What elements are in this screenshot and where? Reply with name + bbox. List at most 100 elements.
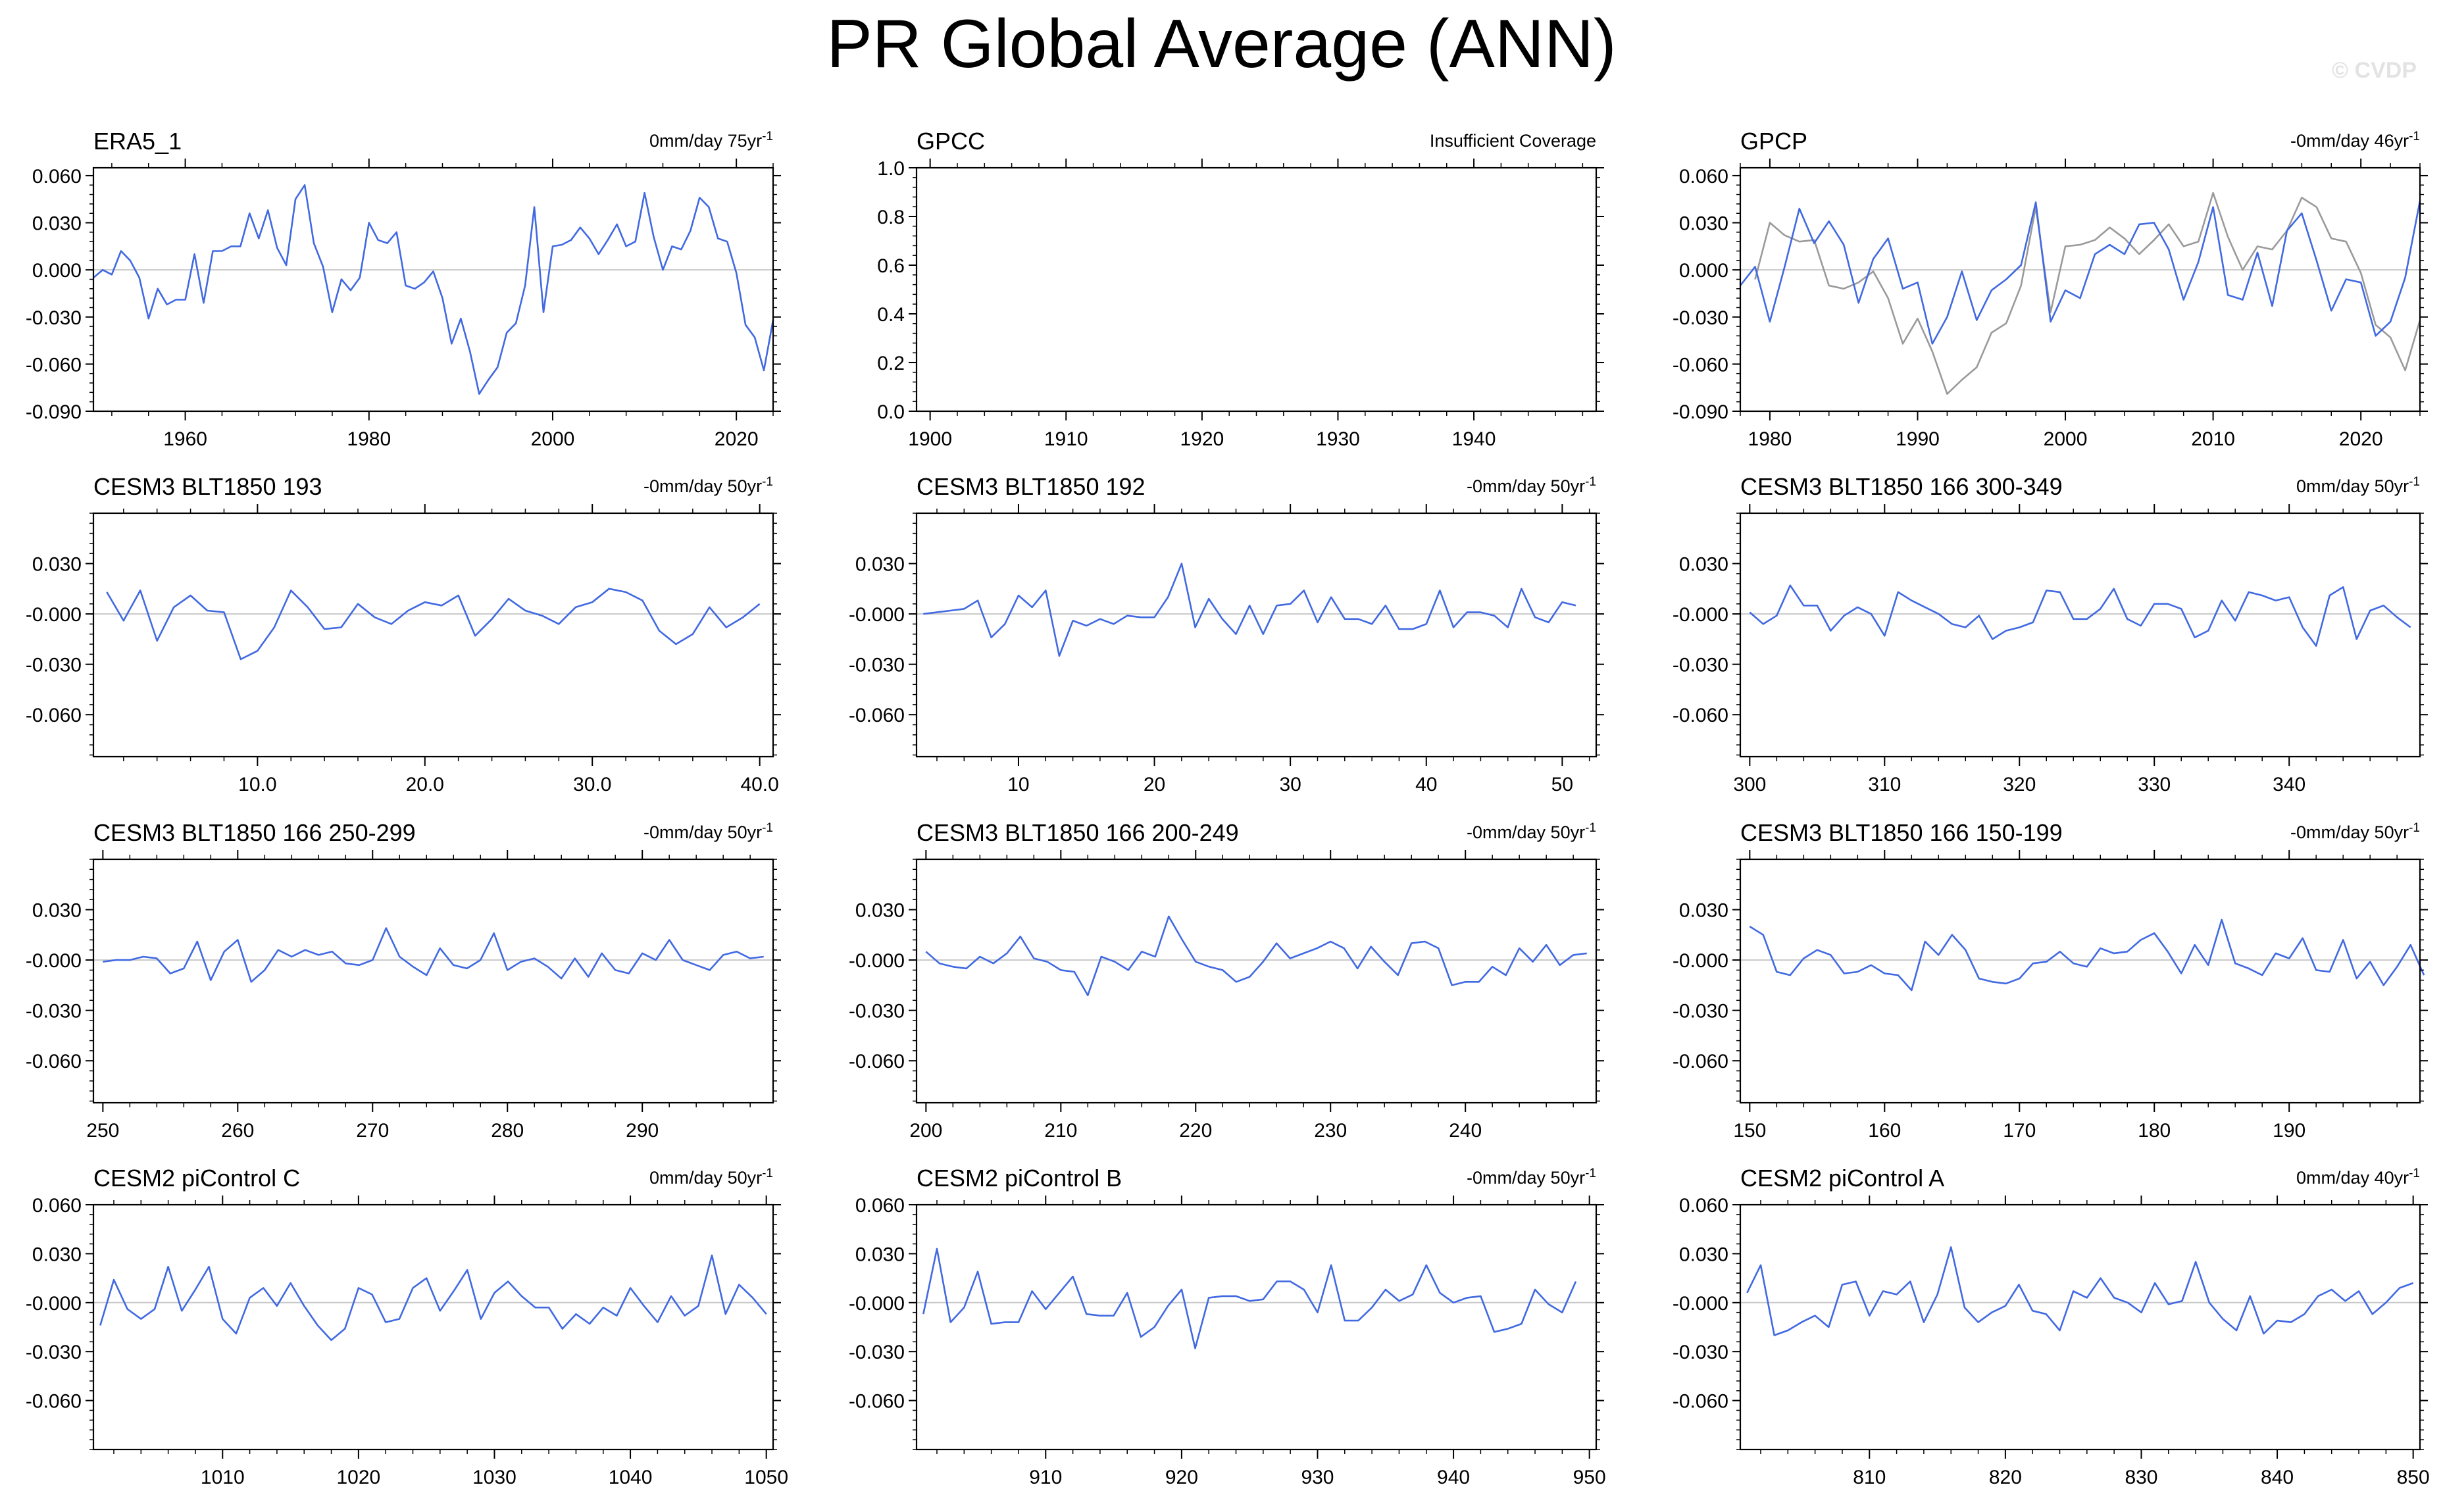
x-tick-label: 820	[1989, 1467, 2022, 1488]
y-tick-label: 0.030	[855, 554, 905, 576]
trend-exponent: -1	[2409, 821, 2420, 835]
x-tick-label: 1050	[744, 1467, 788, 1488]
plot-frame	[915, 166, 1598, 413]
panel-title: GPCC	[917, 128, 985, 155]
y-tick-label: 0.8	[877, 207, 905, 228]
y-tick-label: 0.060	[1679, 166, 1728, 188]
series-line-1	[93, 184, 774, 395]
trend-label: -0mm/day 50yr-1	[1467, 475, 1596, 496]
panel-title: CESM2 piControl B	[917, 1165, 1122, 1192]
panel-5: CESM3 BLT1850 192 -0mm/day 50yr-1 -0.060 -0…	[849, 473, 1604, 795]
y-tick-label: -0.000	[1673, 604, 1728, 626]
plot-frame	[92, 512, 774, 758]
series-line-1	[922, 1247, 1577, 1349]
y-tick-label: 0.030	[1679, 554, 1728, 576]
y-tick-label: 0.030	[32, 554, 82, 576]
x-tick-label: 1910	[1044, 428, 1088, 450]
x-tick-label: 150	[1733, 1120, 1766, 1142]
series-line-1	[1746, 1246, 2414, 1336]
y-tick-label: -0.000	[849, 950, 905, 972]
x-tick-label: 160	[1868, 1120, 1901, 1142]
series-line-1	[103, 927, 764, 983]
panel-title: GPCP	[1740, 128, 1807, 155]
trend-exponent: -1	[762, 475, 773, 489]
panel-title: CESM3 BLT1850 193	[93, 473, 322, 500]
x-tick-label: 910	[1029, 1467, 1062, 1488]
panel-title: CESM2 piControl A	[1740, 1165, 1944, 1192]
y-tick-label: -0.000	[849, 1293, 905, 1315]
trend-label: -0mm/day 50yr-1	[1467, 1167, 1596, 1188]
trend-label: 0mm/day 50yr-1	[649, 1167, 773, 1188]
y-tick-label: 0.2	[877, 353, 905, 374]
x-tick-label: 230	[1314, 1120, 1347, 1142]
x-tick-label: 190	[2273, 1120, 2305, 1142]
series-line-2	[1739, 200, 2421, 345]
trend-exponent: -1	[762, 130, 773, 143]
x-tick-label: 330	[2138, 774, 2171, 795]
trend-label: -0mm/day 50yr-1	[1467, 821, 1596, 842]
series-line-1	[1749, 919, 2425, 992]
plot-frame	[1739, 512, 2421, 758]
x-tick-label: 1900	[908, 428, 952, 450]
series-line-1	[923, 563, 1576, 657]
panel-title: CESM3 BLT1850 166 200-249	[917, 819, 1239, 846]
series-line-1	[925, 915, 1587, 996]
y-tick-label: -0.060	[26, 354, 82, 376]
y-tick-label: 0.030	[855, 1244, 905, 1265]
x-tick-label: 30.0	[573, 774, 611, 795]
y-tick-label: -0.060	[1673, 1051, 1728, 1072]
plot-frame	[915, 1203, 1598, 1451]
y-tick-label: -0.000	[1673, 950, 1728, 972]
y-tick-label: 1.0	[877, 158, 905, 180]
panel-12: CESM2 piControl A 0mm/day 40yr-1 -0.060 -0.…	[1673, 1165, 2430, 1488]
panel-1: ERA5_1 0mm/day 75yr-1 -0.090 -0.060 -0.030 0.…	[26, 128, 781, 450]
panel-11: CESM2 piControl B -0mm/day 50yr-1 -0.060 -0…	[849, 1165, 1606, 1488]
trend-exponent: -1	[762, 1167, 773, 1180]
y-tick-label: -0.090	[1673, 401, 1728, 423]
y-tick-label: -0.060	[849, 1391, 905, 1413]
y-tick-label: -0.000	[26, 604, 82, 626]
x-tick-label: 30	[1279, 774, 1301, 795]
series-line-1	[1754, 191, 2421, 395]
x-tick-label: 840	[2261, 1467, 2294, 1488]
x-tick-label: 40.0	[740, 774, 778, 795]
x-tick-label: 1010	[201, 1467, 245, 1488]
trend-label: -0mm/day 50yr-1	[643, 475, 773, 496]
x-tick-label: 40	[1415, 774, 1437, 795]
y-tick-label: 0.000	[32, 260, 82, 282]
y-tick-label: 0.030	[1679, 1244, 1728, 1265]
x-tick-label: 310	[1868, 774, 1901, 795]
x-tick-label: 200	[909, 1120, 942, 1142]
panel-9: CESM3 BLT1850 166 150-199 -0mm/day 50yr-1…	[1673, 819, 2428, 1142]
y-tick-label: -0.030	[1673, 655, 1728, 676]
y-tick-label: 0.030	[32, 900, 82, 922]
x-tick-label: 1920	[1180, 428, 1224, 450]
x-tick-label: 180	[2138, 1120, 2171, 1142]
y-tick-label: -0.000	[849, 604, 905, 626]
trend-exponent: -1	[1585, 475, 1596, 489]
y-tick-label: -0.030	[849, 1001, 905, 1022]
x-tick-label: 1040	[609, 1467, 653, 1488]
trend-label: -0mm/day 46yr-1	[2290, 130, 2420, 151]
y-tick-label: 0.030	[855, 900, 905, 922]
y-tick-label: -0.060	[849, 1051, 905, 1072]
series-line-1	[99, 1254, 767, 1342]
x-tick-label: 250	[86, 1120, 119, 1142]
y-tick-label: -0.060	[1673, 1391, 1728, 1413]
y-tick-label: 0.030	[32, 213, 82, 235]
y-tick-label: 0.060	[855, 1195, 905, 1217]
y-tick-label: 0.060	[32, 1195, 82, 1217]
y-tick-label: 0.6	[877, 255, 905, 277]
x-tick-label: 20.0	[406, 774, 444, 795]
y-tick-label: -0.030	[26, 655, 82, 676]
y-tick-label: -0.090	[26, 401, 82, 423]
x-tick-label: 1030	[472, 1467, 516, 1488]
y-tick-label: 0.060	[32, 166, 82, 188]
x-tick-label: 260	[221, 1120, 254, 1142]
x-tick-label: 340	[2273, 774, 2305, 795]
x-tick-label: 2000	[2044, 428, 2088, 450]
y-tick-label: -0.060	[26, 1391, 82, 1413]
panel-10: CESM2 piControl C 0mm/day 50yr-1 -0.060 -0.…	[26, 1165, 788, 1488]
x-tick-label: 280	[491, 1120, 524, 1142]
